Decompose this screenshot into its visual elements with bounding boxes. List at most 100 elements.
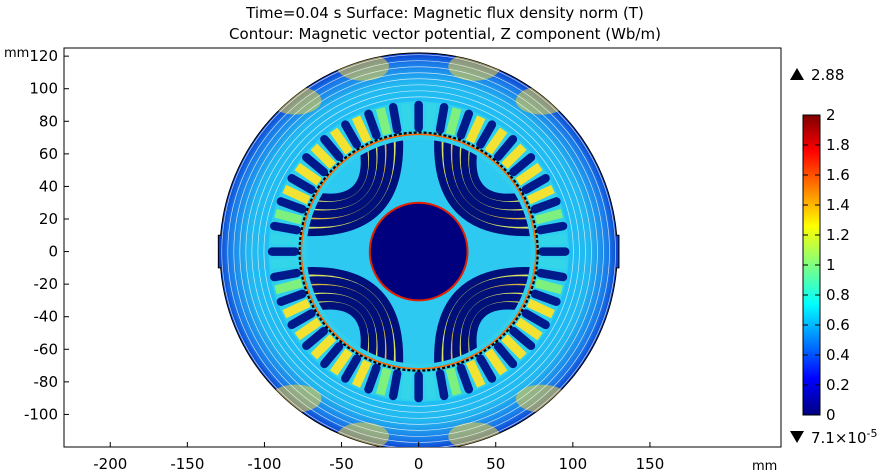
stator-slot [364,363,381,394]
stator-tooth [375,107,392,136]
contour-line [221,54,616,447]
stator-slot [493,135,518,162]
stator-slots [267,100,570,403]
colorbar-tick-label: 1.6 [826,166,850,184]
stator-slot [320,342,344,369]
colorbar-tick-label: 1.2 [826,226,850,244]
x-tick-label: 100 [559,455,588,473]
stator-tooth [539,257,567,269]
stator-slot [276,197,307,214]
stator-slot [320,135,344,162]
stator-tooth [274,208,303,225]
rotor-slot [302,276,394,368]
colorbar-min-label: 7.1×10-5 [811,427,877,447]
x-tick-label: -50 [329,455,354,473]
rotor-slot [443,135,535,227]
y-axis: 120 100 80 60 40 20 0 -20 -40 -60 -80 -100 [24,47,69,423]
stator-tooth [534,278,563,295]
y-tick-label: 80 [39,112,58,130]
stator-tooth [484,127,508,155]
stator-tooth [526,298,555,319]
colorbar-min-mantissa: 7.1×10 [811,429,867,447]
stator-tooth [515,317,543,341]
stator-tooth [445,367,462,396]
rotor-slot [302,135,394,227]
stator-tooth [424,103,437,132]
stator-slot [302,326,329,351]
stator-tooth [329,348,353,376]
stator-slot [388,369,402,401]
rotor-slot [434,267,535,368]
y-tick-label: -40 [34,308,59,326]
stator-slot [509,326,536,351]
y-tick-label: -80 [34,373,59,391]
stator-tooth [515,162,543,186]
stator-slot [536,221,568,235]
rotor-slot [302,135,404,237]
colorbar-tick-label: 1.4 [826,196,850,214]
stator-slot [476,354,497,383]
stator-tooth [465,115,486,144]
y-tick-label: 60 [39,145,58,163]
rotor-rim [302,135,535,368]
stator-tooth [270,257,299,269]
rotor-outline [300,133,537,370]
stator-slot [530,197,561,214]
stator-slot [476,120,497,149]
rotor-slot [302,267,404,368]
stator-tooth [282,298,311,319]
contour-line [257,90,580,413]
chart-subtitle: Contour: Magnetic vector potential, Z co… [229,25,661,43]
stator-tooth [539,234,567,246]
stator-tooth [294,317,322,341]
y-tick-label: 0 [48,243,58,261]
stator-tooth [294,162,322,186]
rotor-slot [434,135,535,237]
colorbar-min-exponent: -5 [867,427,878,440]
rotor-slots [302,135,535,368]
stator-tooth [310,334,337,360]
x-tick-label: 150 [636,455,665,473]
stator-slot [341,354,362,383]
colorbar-tick-label: 0 [826,406,836,424]
stator-slot [509,153,536,177]
x-tick-label: -200 [93,455,127,473]
stator-slot [270,268,302,282]
x-axis: -200 -150 -100 -50 0 50 100 150 [93,442,664,473]
rotor-slot [452,135,535,219]
stator-tooth [401,103,413,132]
stator-slot [536,268,568,282]
chart-title: Time=0.04 s Surface: Magnetic flux densi… [246,4,644,22]
stator-slot [302,153,329,177]
contour-line [233,66,604,437]
contour-line [251,84,586,419]
y-tick-label: 20 [39,210,58,228]
y-tick-label: -100 [24,405,58,423]
field-plot [217,52,620,447]
stator-slot [364,109,381,140]
stator-tooth [310,143,337,169]
colorbar-tick-label: 1.8 [826,136,850,154]
y-tick-label: -60 [34,340,59,358]
stator-slot [276,289,307,306]
stator-tooth [501,334,527,360]
stator-slot [435,102,449,134]
x-tick-label: 0 [414,455,424,473]
stator-slot [456,363,474,394]
stator-tooth [401,372,413,400]
stator-slot [435,369,449,401]
colorbar-max-label: 2.88 [811,66,844,84]
rotor-slot [302,285,386,368]
stator-slot [521,174,550,194]
rotor-slot [302,135,386,219]
stator-slot [521,309,550,330]
stator-tooth [270,234,299,246]
x-axis-unit: mm [752,459,777,474]
y-axis-unit: mm [4,46,29,61]
stator-tooth [501,143,527,169]
contour-line [245,78,592,425]
stator-tooth [351,115,372,144]
stator-teeth [270,103,567,400]
min-marker-icon [790,431,804,443]
